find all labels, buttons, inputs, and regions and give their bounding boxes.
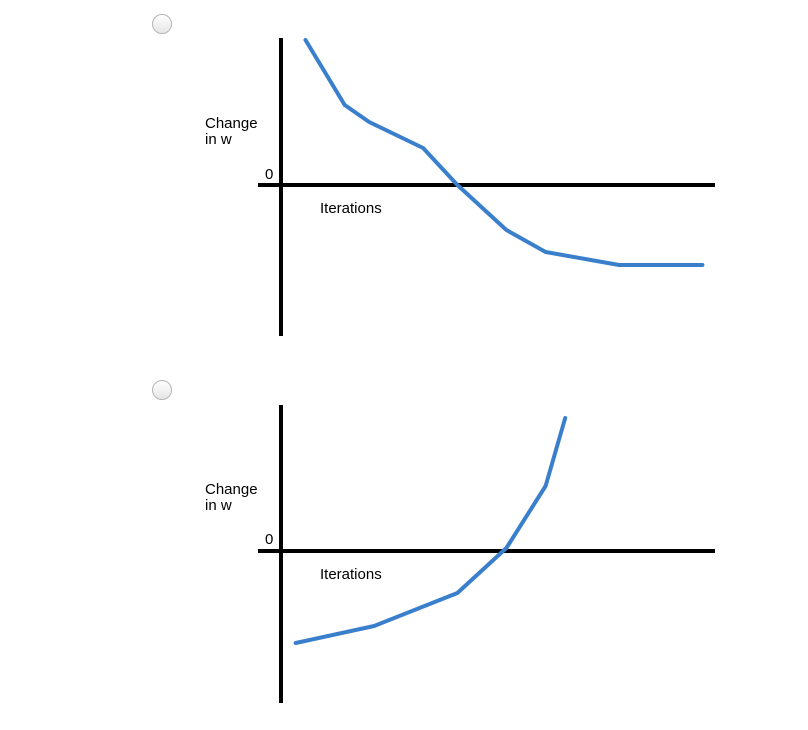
xlabel: Iterations: [320, 566, 382, 583]
series-line: [303, 38, 705, 267]
chart-option-2: Change in w 0 Iterations: [205, 405, 715, 703]
ylabel-line-1: Change: [205, 481, 258, 498]
origin-label: 0: [265, 531, 273, 548]
ylabel-line-2: in w: [205, 497, 232, 514]
radio-button-option-2[interactable]: [152, 380, 172, 400]
origin-label: 0: [265, 166, 273, 183]
radio-button-option-1[interactable]: [152, 14, 172, 34]
ylabel-line-1: Change: [205, 115, 258, 132]
answer-option-2[interactable]: Change in w 0 Iterations: [0, 365, 808, 730]
answer-option-1[interactable]: Change in w 0 Iterations: [0, 0, 808, 365]
series-line: [293, 416, 568, 645]
ylabel-line-2: in w: [205, 131, 232, 148]
chart-option-1: Change in w 0 Iterations: [205, 38, 715, 336]
xlabel: Iterations: [320, 200, 382, 217]
